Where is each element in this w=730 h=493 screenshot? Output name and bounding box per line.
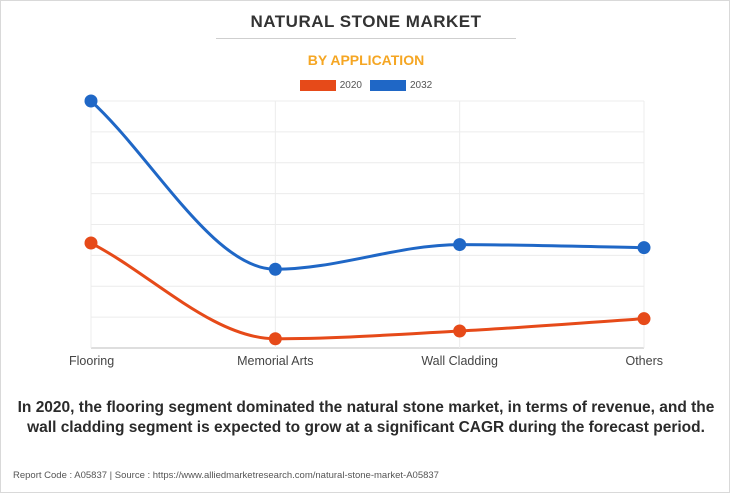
data-point-2020-others[interactable]: [637, 312, 651, 326]
data-point-2020-memorial-arts[interactable]: [268, 332, 282, 346]
line-chart: Flooring Memorial Arts Wall Cladding Others: [69, 94, 663, 368]
x-tick-label: Others: [625, 354, 663, 368]
data-point-2032-wall-cladding[interactable]: [453, 238, 467, 252]
x-tick-label: Flooring: [69, 354, 114, 368]
x-tick-label: Wall Cladding: [421, 354, 498, 368]
data-point-2032-flooring[interactable]: [84, 94, 98, 108]
legend-item-2032[interactable]: 2032: [370, 80, 432, 91]
data-point-2020-flooring[interactable]: [84, 236, 98, 250]
data-point-2032-memorial-arts[interactable]: [268, 262, 282, 276]
data-point-2032-others[interactable]: [637, 241, 651, 255]
title-divider: [216, 38, 516, 39]
legend-item-2020[interactable]: 2020: [299, 80, 362, 91]
series-line-2032: [89, 99, 646, 271]
x-tick-label: Memorial Arts: [237, 354, 313, 368]
chart-subtitle: BY APPLICATION: [307, 52, 425, 68]
legend-label-2020: 2020: [339, 80, 362, 91]
chart-legend: 2020 2032: [1, 80, 730, 91]
report-footer: Report Code : A05837 | Source : https://…: [13, 470, 439, 481]
legend-swatch-2020: [299, 80, 336, 91]
series-line-2020: [89, 241, 646, 341]
chart-summary: In 2020, the flooring segment dominated …: [17, 399, 715, 436]
chart-title: NATURAL STONE MARKET: [250, 12, 482, 31]
data-point-2020-wall-cladding[interactable]: [453, 324, 467, 338]
legend-swatch-2032: [370, 80, 406, 91]
legend-label-2032: 2032: [410, 80, 433, 91]
